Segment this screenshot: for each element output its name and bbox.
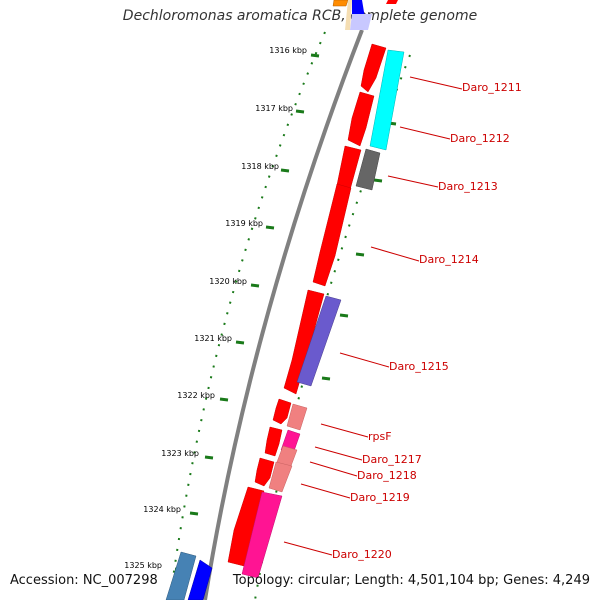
gene-label-daro-1218[interactable]: Daro_1218 xyxy=(357,469,417,482)
gene-orange xyxy=(332,0,349,7)
gene-gray xyxy=(355,148,381,191)
topology-text: Topology: circular; Length: 4,501,104 bp… xyxy=(232,573,590,588)
gene-label-rpsf[interactable]: rpsF xyxy=(368,430,392,443)
gene-label-daro-1219[interactable]: Daro_1219 xyxy=(350,491,410,504)
gene-salmon-3 xyxy=(268,461,293,493)
genome-backbone xyxy=(203,29,364,600)
gene-label-daro-1212[interactable]: Daro_1212 xyxy=(450,132,510,145)
gene-cyan xyxy=(369,49,405,151)
ruler-ticks xyxy=(174,53,320,572)
ruler-label: 1317 kbp xyxy=(255,104,293,113)
gene-peach xyxy=(345,0,352,30)
gene-leader-lines xyxy=(283,76,463,556)
map-title: Dechloromonas aromatica RCB, complete ge… xyxy=(122,8,478,24)
ruler-label: 1320 kbp xyxy=(209,277,247,286)
ruler-label: 1322 kbp xyxy=(177,391,215,400)
ruler-label: 1319 kbp xyxy=(225,219,263,228)
gene-red-track xyxy=(227,43,387,567)
ruler-label: 1325 kbp xyxy=(124,561,162,570)
gene-red-top xyxy=(386,0,398,4)
gene-label-daro-1217[interactable]: Daro_1217 xyxy=(362,453,422,466)
gene-label-daro-1220[interactable]: Daro_1220 xyxy=(332,548,392,561)
gene-magenta-2 xyxy=(241,491,283,579)
gene-label-daro-1215[interactable]: Daro_1215 xyxy=(389,360,449,373)
gene-label-daro-1214[interactable]: Daro_1214 xyxy=(419,253,479,266)
ruler-label: 1323 kbp xyxy=(161,449,199,458)
outer-tick-track xyxy=(169,31,326,600)
gene-steelblue xyxy=(165,551,197,600)
gene-purple xyxy=(296,295,342,387)
gene-salmon-1 xyxy=(286,403,308,431)
ruler-label: 1318 kbp xyxy=(241,162,279,171)
gene-lightblue-top xyxy=(350,14,372,30)
gene-label-daro-1213[interactable]: Daro_1213 xyxy=(438,180,498,193)
gene-label-daro-1211[interactable]: Daro_1211 xyxy=(462,81,522,94)
accession-text: Accession: NC_007298 xyxy=(10,573,158,588)
ruler-label: 1321 kbp xyxy=(194,334,232,343)
ruler-label: 1324 kbp xyxy=(143,505,181,514)
gene-blue-bottom xyxy=(187,559,213,600)
ruler-label: 1316 kbp xyxy=(269,46,307,55)
